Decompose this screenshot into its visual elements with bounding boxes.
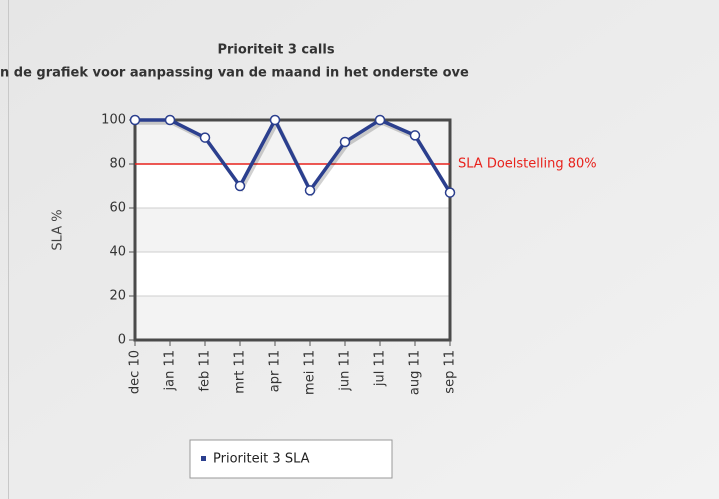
x-tick-label: aug 11 — [408, 350, 423, 395]
x-tick-label: jan 11 — [163, 350, 178, 392]
data-point — [164, 114, 176, 126]
x-tick-label: jun 11 — [338, 350, 353, 392]
data-point — [199, 132, 211, 143]
data-point — [374, 114, 386, 126]
legend — [189, 439, 393, 479]
legend-swatch — [201, 456, 206, 461]
data-point — [444, 187, 456, 198]
data-point — [409, 130, 421, 141]
series-line — [135, 118, 452, 194]
chart-title: Prioriteit 3 calls — [217, 43, 334, 58]
x-tick-label: jul 11 — [373, 350, 388, 387]
y-tick-label: 40 — [109, 245, 126, 260]
chart-subtitle: n de grafiek voor aanpassing van de maan… — [0, 66, 469, 81]
y-tick-label: 20 — [109, 289, 126, 304]
x-tick-label: mrt 11 — [233, 350, 248, 394]
data-point — [304, 185, 316, 196]
target-label: SLA Doelstelling 80% — [458, 157, 597, 172]
grid-band — [135, 296, 450, 340]
plot-border — [133, 118, 452, 342]
x-tick-label: dec 10 — [128, 350, 143, 394]
x-tick-label: apr 11 — [268, 350, 283, 392]
data-point — [339, 136, 351, 148]
data-point — [269, 114, 281, 126]
y-tick-label: 100 — [101, 113, 126, 128]
legend-items: Prioriteit 3 SLA — [201, 452, 310, 467]
plot-area: 0 20 40 60 80 100 dec 10 jan 11 feb 11 mrt 11 apr … — [101, 113, 596, 396]
data-point — [129, 114, 141, 126]
grid-band — [135, 208, 450, 252]
y-tick-label: 0 — [118, 333, 126, 348]
y-tick-label: 60 — [109, 201, 126, 216]
legend-label: Prioriteit 3 SLA — [213, 452, 310, 467]
y-tick-label: 80 — [109, 157, 126, 172]
data-point — [234, 180, 246, 192]
x-tick-label: mei 11 — [303, 350, 318, 395]
x-tick-label: feb 11 — [198, 350, 213, 392]
x-tick-label: sep 11 — [443, 350, 458, 394]
y-axis-label: SLA % — [51, 209, 66, 250]
